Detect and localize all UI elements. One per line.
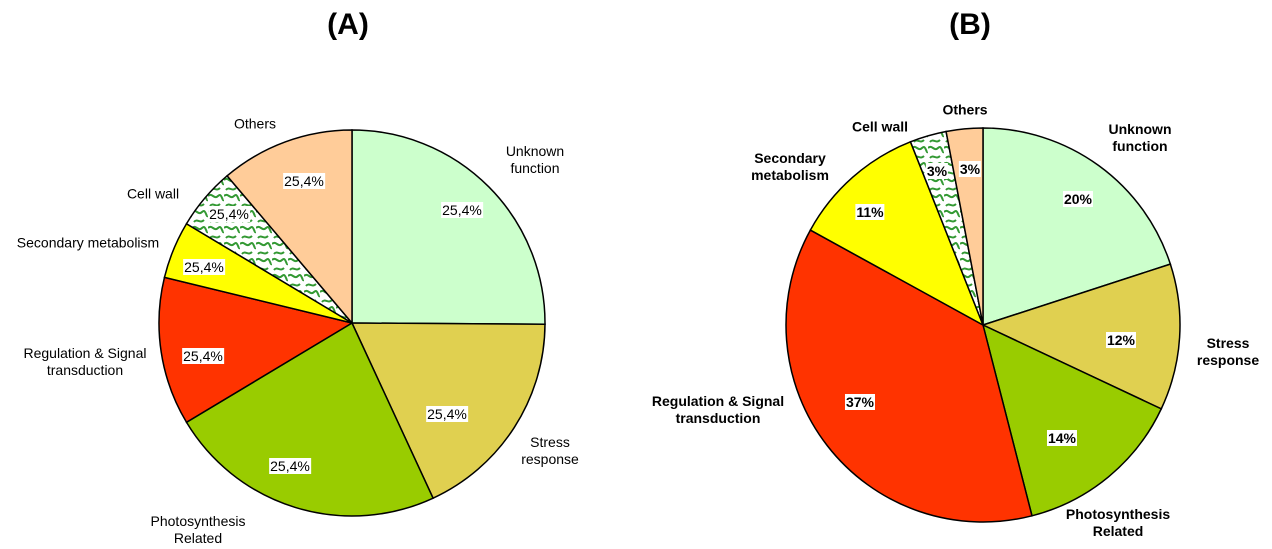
slice-value-label: 14% — [1046, 430, 1078, 446]
pie-slice — [982, 127, 1172, 327]
slice-category-label: Unknown function — [1108, 121, 1172, 154]
slice-value-label: 25,4% — [183, 259, 225, 275]
slice-category-label: Stress response — [1196, 335, 1260, 368]
slice-value-label: 25,4% — [208, 206, 250, 222]
slice-category-label: Photosynthesis Related — [150, 513, 246, 546]
slice-value-label: 37% — [844, 394, 876, 410]
slice-category-label: Secondary metabolism — [16, 234, 160, 251]
slice-category-label: Secondary metabolism — [751, 150, 829, 183]
pie-slice — [981, 323, 1163, 517]
slice-category-label: Photosynthesis Related — [1065, 506, 1171, 539]
pie-slice — [185, 321, 435, 517]
pie-slice — [945, 127, 984, 326]
slice-category-label: Regulation & Signal transduction — [651, 393, 785, 426]
slice-value-label: 25,4% — [182, 348, 224, 364]
pie-slice — [158, 276, 354, 424]
pie-slice — [809, 140, 985, 327]
chart-title: (A) — [327, 8, 369, 41]
slice-value-label: 3% — [925, 163, 949, 179]
slice-category-label: Others — [942, 101, 988, 118]
slice-value-label: 12% — [1105, 332, 1137, 348]
slice-value-label: 25,4% — [426, 406, 468, 422]
slice-value-label: 20% — [1062, 191, 1094, 207]
slice-category-label: Regulation & Signal transduction — [23, 345, 147, 378]
slice-value-label: 3% — [958, 161, 982, 177]
slice-value-label: 25,4% — [269, 458, 311, 474]
slice-category-label: Cell wall — [851, 118, 909, 135]
slice-value-label: 25,4% — [441, 202, 483, 218]
slice-value-label: 25,4% — [283, 173, 325, 189]
slice-value-label: 11% — [855, 204, 885, 220]
pie-slice — [785, 229, 1033, 523]
slice-category-label: Unknown function — [505, 143, 565, 176]
chart-title: (B) — [949, 8, 991, 41]
pie-slice — [980, 263, 1181, 410]
slice-category-label: Cell wall — [126, 185, 180, 202]
slice-category-label: Stress response — [521, 434, 579, 467]
pie-slice — [351, 129, 546, 325]
slice-category-label: Others — [233, 115, 276, 132]
